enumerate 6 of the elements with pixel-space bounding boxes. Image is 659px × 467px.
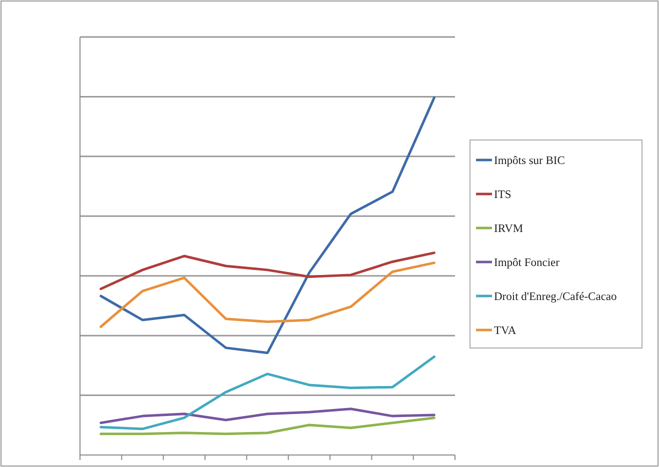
legend-label: ITS: [494, 189, 512, 201]
legend-label: Impôt Foncier: [494, 257, 560, 269]
legend-label: Droit d'Enreg./Café-Cacao: [494, 291, 618, 303]
legend-label: TVA: [494, 325, 517, 337]
legend-label: IRVM: [494, 223, 524, 235]
legend-label: Impôts sur BIC: [494, 155, 566, 167]
